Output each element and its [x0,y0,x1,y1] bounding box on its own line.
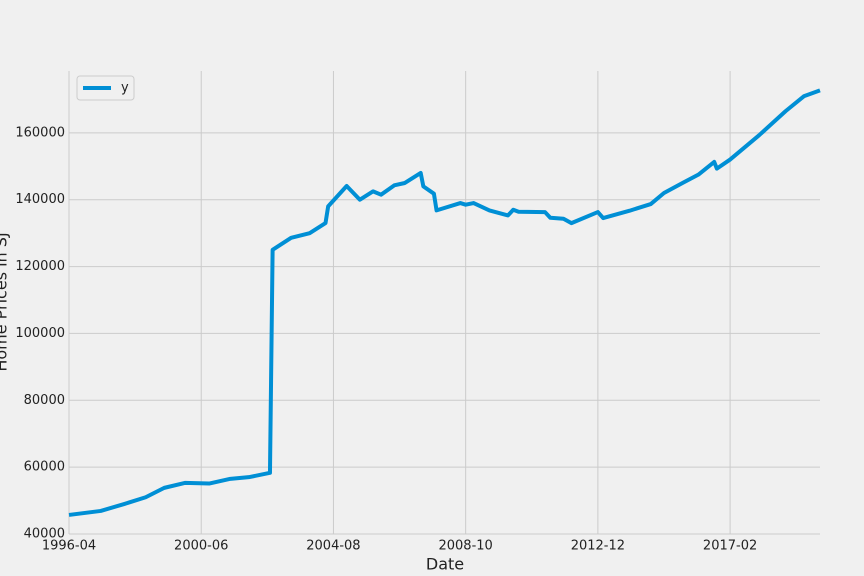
x-tick-label: 2000-06 [174,539,228,554]
x-tick-label: 2008-10 [438,539,492,554]
y-axis-label: Home Prices in SJ [0,232,11,371]
x-tick-label: 2017-02 [703,539,757,554]
y-tick-label: 100000 [15,326,65,341]
y-tick-label: 160000 [15,125,65,140]
y-tick-label: 140000 [15,192,65,207]
x-axis-label: Date [426,555,464,574]
x-tick-label: 2004-08 [306,539,360,554]
legend-label: y [121,81,129,96]
y-tick-label: 80000 [24,393,65,408]
y-tick-label: 120000 [15,259,65,274]
line-series [68,88,821,517]
y-tick-label: 60000 [24,460,65,475]
x-tick-label: 2012-12 [571,539,625,554]
x-tick-label: 1996-04 [42,539,96,554]
legend: y [76,75,135,101]
y-tick-label: 40000 [24,527,65,542]
